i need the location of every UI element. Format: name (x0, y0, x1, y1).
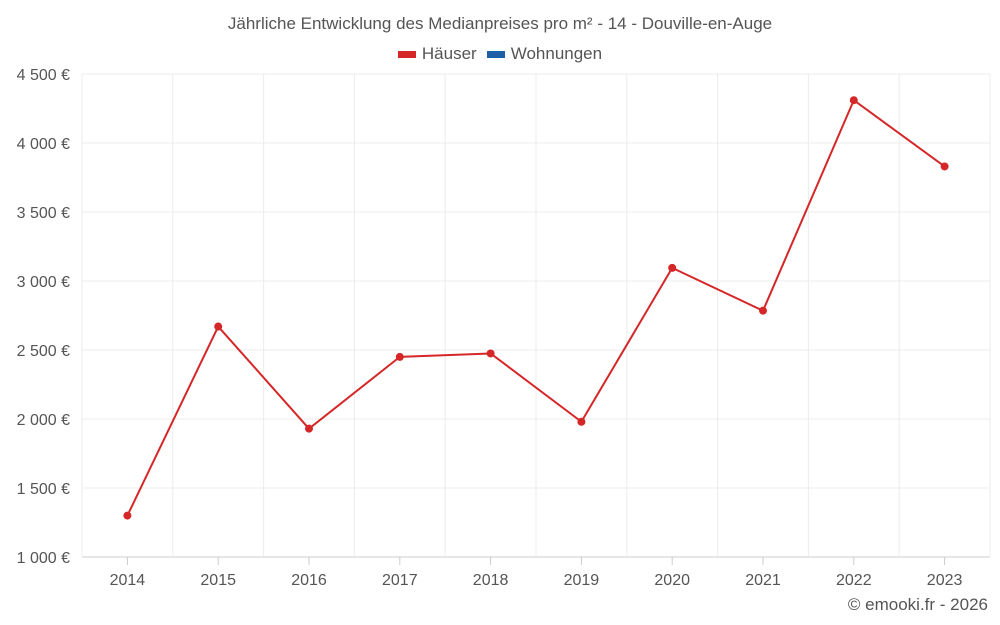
data-point-2019 (577, 417, 586, 426)
legend-swatch-haeuser (397, 50, 416, 58)
legend-label-haeuser: Häuser (421, 44, 477, 63)
x-tick-label: 2017 (382, 572, 418, 589)
x-tick-label: 2019 (564, 572, 600, 589)
data-point-2023 (940, 162, 949, 171)
data-point-2021 (759, 306, 767, 315)
y-tick-label: 1 000 € (17, 550, 70, 567)
x-tick-label: 2021 (745, 572, 781, 589)
data-point-2022 (849, 96, 858, 105)
chart-title: Jährliche Entwicklung des Medianpreises … (227, 14, 773, 33)
data-point-2018 (486, 349, 495, 358)
x-tick-label: 2014 (110, 572, 146, 589)
x-tick-label: 2015 (200, 572, 236, 589)
legend-item-wohnungen[interactable]: Wohnungen (486, 44, 603, 64)
x-tick-label: 2023 (927, 572, 963, 589)
data-point-2015 (214, 322, 223, 331)
legend: Häuser Wohnungen (0, 44, 1000, 64)
legend-label-wohnungen: Wohnungen (510, 44, 603, 63)
credit-text: © emooki.fr - 2026 (847, 595, 988, 614)
x-tick-label: 2018 (473, 572, 509, 589)
y-tick-label: 1 500 € (17, 481, 70, 498)
y-tick-label: 3 500 € (17, 205, 70, 222)
y-tick-label: 2 500 € (17, 343, 70, 360)
x-tick-label: 2020 (654, 572, 690, 589)
data-point-2017 (395, 352, 404, 361)
y-tick-label: 4 500 € (17, 67, 70, 84)
series-line-0 (126, 99, 946, 517)
legend-item-haeuser[interactable]: Häuser (397, 44, 477, 64)
data-point-2016 (305, 424, 313, 433)
data-point-2014 (123, 511, 132, 520)
y-tick-label: 4 000 € (17, 136, 70, 153)
x-tick-label: 2016 (291, 572, 327, 589)
data-point-2020 (668, 263, 677, 272)
legend-swatch-wohnungen (486, 50, 505, 58)
y-tick-label: 3 000 € (17, 274, 70, 291)
x-tick-label: 2022 (836, 572, 872, 589)
y-tick-label: 2 000 € (17, 412, 70, 429)
